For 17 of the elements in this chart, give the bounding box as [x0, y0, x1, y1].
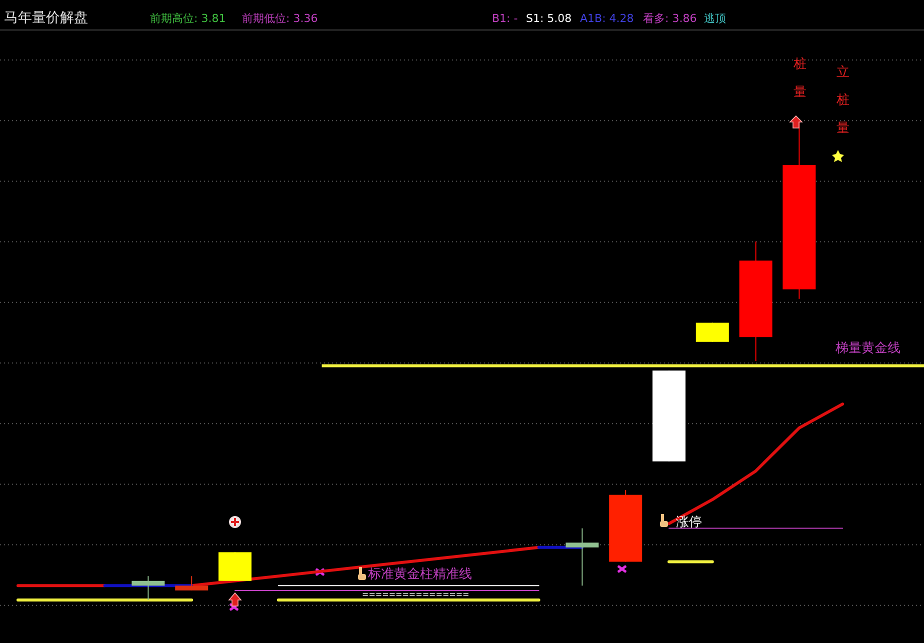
- annotation: 涨停: [676, 515, 702, 530]
- annotation: ================: [362, 590, 470, 599]
- chart-title: 马年量价解盘: [4, 10, 88, 26]
- candlestick: [566, 528, 599, 586]
- text: 看多: 3.86: [643, 12, 697, 25]
- text: B1: -: [492, 12, 518, 25]
- text: S1: 5.08: [526, 12, 572, 25]
- text: 桩量: [794, 57, 806, 100]
- text: 前期低位: 3.36: [242, 12, 318, 25]
- candlestick: [132, 576, 165, 600]
- annotation: 标准黄金柱精准线: [367, 567, 472, 582]
- text: 前期高位: 3.81: [150, 12, 226, 25]
- text: 立: [836, 65, 850, 80]
- annotation: 桩量: [836, 93, 850, 136]
- text: 逃顶: [704, 12, 726, 25]
- text: A1B: 4.28: [580, 12, 634, 25]
- ref-line-label: 梯量黄金线: [834, 340, 900, 356]
